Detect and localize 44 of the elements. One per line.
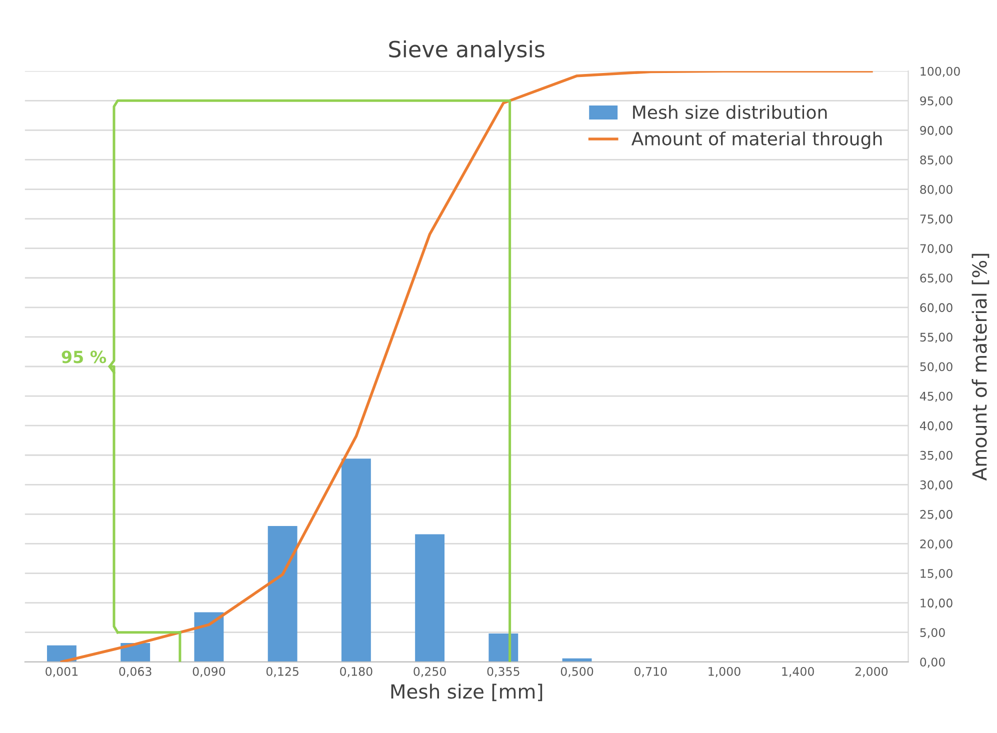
y-tick-label: 60,00 — [920, 303, 952, 314]
y-tick-label: 85,00 — [920, 155, 952, 166]
x-tick-label: 0,125 — [266, 666, 298, 678]
y-tick-label: 45,00 — [920, 392, 952, 402]
bar — [268, 526, 298, 662]
y-tick-label: 5,00 — [920, 628, 945, 638]
x-axis-title: Mesh size [mm] — [391, 684, 542, 702]
y-tick-label: 65,00 — [920, 274, 952, 284]
x-tick-label: 0,710 — [634, 666, 667, 678]
x-tick-label: 0,180 — [340, 666, 372, 678]
bar — [341, 458, 371, 662]
x-tick-label: 1,000 — [708, 666, 740, 678]
x-tick-label: 2,000 — [855, 666, 888, 678]
x-tick-label: 0,063 — [119, 666, 152, 678]
y-axis-title: Amount of material [%] — [972, 254, 990, 481]
y-tick-label: 90,00 — [920, 126, 952, 136]
y-tick-label: 25,00 — [920, 510, 952, 520]
bar — [194, 612, 224, 662]
bar — [488, 634, 518, 662]
y-tick-label: 15,00 — [920, 569, 952, 580]
y-tick-label: 0,00 — [920, 658, 945, 668]
legend-label: Mesh size distribution — [633, 105, 827, 120]
y-tick-label: 75,00 — [920, 214, 952, 225]
bar — [415, 534, 445, 662]
y-tick-label: 40,00 — [920, 421, 952, 432]
chart-title: Sieve analysis — [389, 40, 544, 62]
annotation: 95 % — [62, 350, 106, 364]
x-tick-label: 0,355 — [487, 666, 520, 678]
x-tick-label: 0,001 — [46, 666, 78, 678]
x-tick-label: 0,090 — [192, 666, 226, 678]
y-tick-label: 30,00 — [920, 480, 952, 491]
y-tick-label: 35,00 — [920, 450, 952, 461]
y-tick-label: 100,00 — [920, 66, 960, 77]
y-tick-label: 55,00 — [920, 332, 952, 343]
x-tick-label: 0,500 — [560, 666, 594, 678]
y-tick-label: 95,00 — [920, 96, 952, 106]
y-tick-label: 50,00 — [920, 362, 952, 372]
y-tick-label: 70,00 — [920, 244, 952, 254]
legend-label: Amount of material through — [631, 132, 882, 150]
x-tick-label: 1,400 — [782, 666, 814, 678]
x-tick-label: 0,250 — [414, 666, 446, 678]
y-tick-label: 20,00 — [920, 539, 952, 550]
y-tick-label: 10,00 — [920, 598, 952, 609]
y-tick-label: 80,00 — [920, 184, 952, 196]
